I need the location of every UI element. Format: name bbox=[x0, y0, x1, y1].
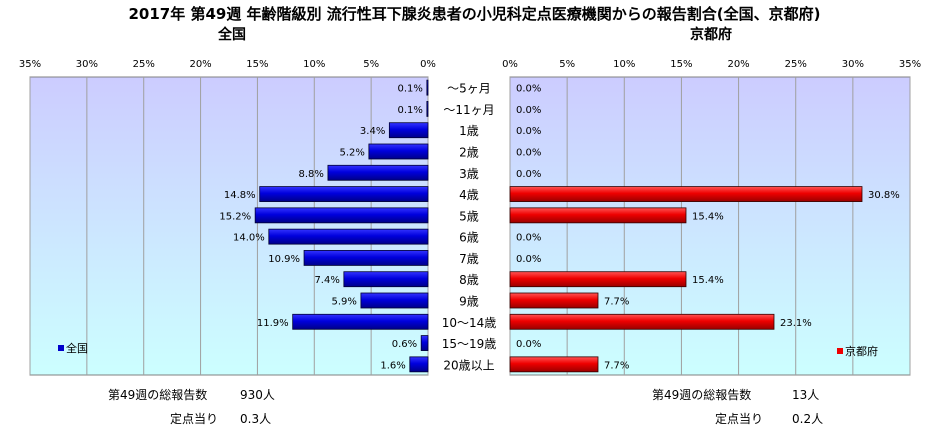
right-x-tick-label: 15% bbox=[670, 59, 692, 70]
national-bar bbox=[327, 164, 429, 181]
kyoto-legend-label: 京都府 bbox=[845, 344, 878, 358]
kyoto-data-label: 15.4% bbox=[692, 211, 724, 222]
national-data-label: 5.9% bbox=[332, 297, 357, 308]
national-bar bbox=[303, 250, 429, 266]
national-bar bbox=[268, 228, 429, 245]
national-data-label: 3.4% bbox=[360, 126, 385, 137]
age-category-label: 5歳 bbox=[459, 209, 479, 223]
left-per-site-label: 定点当り bbox=[170, 412, 219, 426]
kyoto-bar bbox=[509, 271, 687, 288]
right-plot-area bbox=[509, 76, 911, 376]
national-data-label: 10.9% bbox=[268, 254, 300, 265]
age-category-label: 20歳以上 bbox=[443, 358, 494, 372]
right-x-tick-label: 30% bbox=[842, 59, 864, 70]
kyoto-data-label: 0.0% bbox=[516, 233, 541, 244]
age-category-label: ～11ヶ月 bbox=[443, 103, 494, 117]
right-x-tick-label: 5% bbox=[559, 59, 575, 70]
right-panel-title: 京都府 bbox=[690, 27, 732, 43]
age-category-label: ～5ヶ月 bbox=[447, 82, 491, 96]
national-bar bbox=[254, 207, 429, 224]
national-bar bbox=[292, 313, 429, 330]
left-x-tick-label: 25% bbox=[133, 59, 155, 70]
national-bar bbox=[368, 143, 429, 160]
national-bar bbox=[259, 186, 429, 202]
age-category-label: 3歳 bbox=[459, 167, 479, 181]
national-data-label: 15.2% bbox=[219, 211, 251, 222]
national-data-label: 7.4% bbox=[314, 275, 339, 286]
national-data-label: 14.0% bbox=[233, 233, 265, 244]
left-x-tick-label: 30% bbox=[76, 59, 98, 70]
national-bar bbox=[420, 335, 429, 351]
left-x-tick-label: 0% bbox=[420, 59, 436, 70]
national-bar bbox=[426, 79, 429, 96]
left-total-label: 第49週の総報告数 bbox=[108, 388, 208, 402]
right-per-site-value: 0.2人 bbox=[792, 412, 824, 426]
age-category-label: 2歳 bbox=[459, 146, 479, 160]
national-data-label: 0.1% bbox=[397, 84, 422, 95]
national-data-label: 14.8% bbox=[224, 190, 256, 201]
national-legend-label: 全国 bbox=[66, 341, 88, 355]
age-category-label: 6歳 bbox=[459, 231, 479, 245]
kyoto-data-label: 15.4% bbox=[692, 275, 724, 286]
kyoto-bar bbox=[509, 356, 599, 373]
right-per-site-label: 定点当り bbox=[715, 412, 764, 426]
age-category-label: 4歳 bbox=[459, 188, 479, 202]
kyoto-bar bbox=[509, 207, 687, 224]
kyoto-data-label: 0.0% bbox=[516, 169, 541, 180]
kyoto-data-label: 0.0% bbox=[516, 126, 541, 137]
right-x-tick-label: 25% bbox=[785, 59, 807, 70]
left-x-tick-label: 15% bbox=[246, 59, 268, 70]
kyoto-data-label: 0.0% bbox=[516, 254, 541, 265]
kyoto-data-label: 0.0% bbox=[516, 339, 541, 350]
left-x-tick-label: 5% bbox=[363, 59, 379, 70]
left-x-tick-label: 35% bbox=[19, 59, 41, 70]
national-bar bbox=[409, 356, 429, 373]
age-category-label: 9歳 bbox=[459, 295, 479, 309]
national-data-label: 0.6% bbox=[392, 339, 417, 350]
national-bar bbox=[426, 101, 429, 117]
right-x-tick-label: 10% bbox=[613, 59, 635, 70]
chart-title: 2017年 第49週 年齢階級別 流行性耳下腺炎患者の小児科定点医療機関からの報… bbox=[128, 5, 821, 23]
kyoto-data-label: 30.8% bbox=[868, 190, 900, 201]
national-bar bbox=[343, 271, 429, 288]
left-panel-title: 全国 bbox=[218, 27, 246, 43]
kyoto-data-label: 0.0% bbox=[516, 105, 541, 116]
right-total-value: 13人 bbox=[792, 388, 820, 402]
left-x-tick-label: 20% bbox=[189, 59, 211, 70]
national-data-label: 0.1% bbox=[397, 105, 422, 116]
kyoto-bar bbox=[509, 313, 775, 330]
age-category-label: 15～19歳 bbox=[442, 337, 497, 351]
kyoto-data-label: 7.7% bbox=[604, 297, 629, 308]
kyoto-data-label: 7.7% bbox=[604, 360, 629, 371]
kyoto-data-label: 0.0% bbox=[516, 148, 541, 159]
kyoto-data-label: 0.0% bbox=[516, 84, 541, 95]
kyoto-bar bbox=[509, 186, 863, 202]
left-total-value: 930人 bbox=[240, 388, 275, 402]
age-category-label: 10～14歳 bbox=[442, 316, 497, 330]
national-data-label: 1.6% bbox=[380, 360, 405, 371]
kyoto-bar bbox=[509, 292, 599, 309]
right-x-tick-label: 0% bbox=[502, 59, 518, 70]
right-x-tick-label: 20% bbox=[727, 59, 749, 70]
kyoto-legend-swatch bbox=[837, 348, 843, 354]
left-per-site-value: 0.3人 bbox=[240, 412, 272, 426]
national-data-label: 11.9% bbox=[257, 318, 289, 329]
national-bar bbox=[360, 292, 429, 309]
left-plot-area bbox=[29, 76, 429, 376]
national-data-label: 8.8% bbox=[299, 169, 324, 180]
age-category-label: 7歳 bbox=[459, 252, 479, 266]
kyoto-data-label: 23.1% bbox=[780, 318, 812, 329]
national-bar bbox=[388, 122, 429, 139]
left-x-tick-label: 10% bbox=[303, 59, 325, 70]
national-legend-swatch bbox=[58, 345, 64, 351]
age-category-label: 8歳 bbox=[459, 273, 479, 287]
national-data-label: 5.2% bbox=[339, 148, 364, 159]
right-total-label: 第49週の総報告数 bbox=[652, 388, 752, 402]
age-category-label: 1歳 bbox=[459, 124, 479, 138]
right-x-tick-label: 35% bbox=[899, 59, 921, 70]
